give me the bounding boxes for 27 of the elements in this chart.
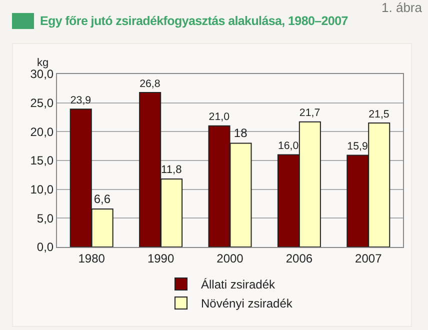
- legend-label: Állati zsiradék: [201, 278, 276, 292]
- y-axis-title: kg: [37, 57, 49, 69]
- x-tick-label: 1990: [147, 251, 174, 266]
- y-tick-label: 5,0: [36, 211, 54, 226]
- x-tick-label: 1980: [78, 251, 106, 266]
- data-label: 11,8: [161, 164, 182, 176]
- data-label: 21,0: [208, 111, 230, 124]
- x-tick-label: 2007: [355, 251, 382, 266]
- data-label: 6,6: [94, 192, 111, 206]
- chart-title: Egy főre jutó zsiradékfogyasztás alakulása, 1980–2007: [40, 14, 348, 28]
- x-tick-label: 2000: [216, 251, 244, 266]
- data-label: 26,8: [140, 78, 160, 90]
- data-label: 23,9: [70, 94, 92, 107]
- text: 1. ábra: [382, 0, 422, 15]
- data-label: 18: [234, 126, 248, 140]
- data-label: 21,5: [368, 108, 390, 120]
- y-tick-label: 30,0: [30, 67, 54, 82]
- x-tick-label: 2006: [286, 251, 313, 266]
- y-tick-label: 20,0: [30, 124, 54, 139]
- data-label: 15,9: [347, 140, 368, 153]
- data-label: 21,7: [299, 107, 320, 120]
- y-tick-label: 10,0: [30, 182, 54, 197]
- legend-label: Növényi zsiradék: [201, 296, 294, 311]
- data-label: 16,0: [278, 140, 299, 152]
- y-tick-label: 0,0: [36, 240, 54, 254]
- y-tick-label: 15,0: [30, 154, 54, 168]
- y-tick-label: 25,0: [30, 96, 54, 110]
